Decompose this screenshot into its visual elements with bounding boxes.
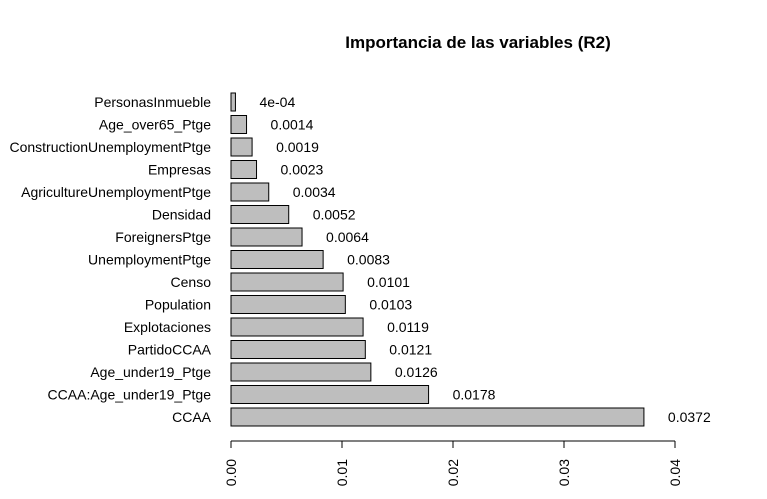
bar <box>230 205 290 224</box>
category-label: AgricultureUnemploymentPtge <box>21 184 211 200</box>
bar <box>230 317 364 337</box>
value-label: 0.0372 <box>668 409 711 425</box>
category-label: ConstructionUnemploymentPtge <box>9 139 211 155</box>
category-label: Empresas <box>148 162 211 178</box>
bar <box>230 272 344 292</box>
value-label: 0.0121 <box>389 342 432 358</box>
value-label: 0.0126 <box>395 364 438 380</box>
bar <box>230 137 253 157</box>
value-label: 0.0178 <box>453 387 496 403</box>
x-tick-label: 0.02 <box>445 459 461 486</box>
bar <box>230 227 303 247</box>
value-label: 0.0034 <box>293 184 336 200</box>
value-label: 4e-04 <box>259 94 295 110</box>
category-label: PartidoCCAA <box>128 342 212 358</box>
bar <box>230 160 258 179</box>
value-label: 0.0083 <box>347 252 390 268</box>
bar <box>230 92 236 112</box>
category-label: Densidad <box>152 207 211 223</box>
category-label: Population <box>145 297 211 313</box>
bar <box>230 115 248 134</box>
x-tick-label: 0.04 <box>667 459 683 486</box>
value-label: 0.0052 <box>313 207 356 223</box>
category-label: Age_over65_Ptge <box>99 117 211 133</box>
bar <box>230 407 645 427</box>
bar <box>230 362 372 382</box>
value-label: 0.0101 <box>367 274 410 290</box>
bar <box>230 295 346 314</box>
value-label: 0.0023 <box>281 162 324 178</box>
value-label: 0.0014 <box>271 117 314 133</box>
value-label: 0.0064 <box>326 229 369 245</box>
category-label: UnemploymentPtge <box>88 252 211 268</box>
x-tick-label: 0.00 <box>223 459 239 486</box>
category-label: Age_under19_Ptge <box>90 364 211 380</box>
category-label: ForeignersPtge <box>115 229 211 245</box>
category-label: CCAA:Age_under19_Ptge <box>48 387 212 403</box>
x-tick-label: 0.03 <box>556 459 572 486</box>
category-label: PersonasInmueble <box>94 94 211 110</box>
category-label: Censo <box>171 274 212 290</box>
value-label: 0.0019 <box>276 139 319 155</box>
bars-group: PersonasInmueble 4e-04 Age_over65_Ptge 0.00… <box>9 92 711 427</box>
value-label: 0.0119 <box>387 319 429 335</box>
bar <box>230 385 430 404</box>
bar <box>230 182 270 202</box>
category-label: Explotaciones <box>124 319 211 335</box>
category-label: CCAA <box>172 409 212 425</box>
value-label: 0.0103 <box>369 297 412 313</box>
x-tick-label: 0.01 <box>334 459 350 486</box>
bar <box>230 250 324 269</box>
x-axis: 0.00 0.01 0.02 0.03 0.04 <box>223 440 683 486</box>
chart-title: Importancia de las variables (R2) <box>345 33 611 52</box>
bar <box>230 340 366 359</box>
